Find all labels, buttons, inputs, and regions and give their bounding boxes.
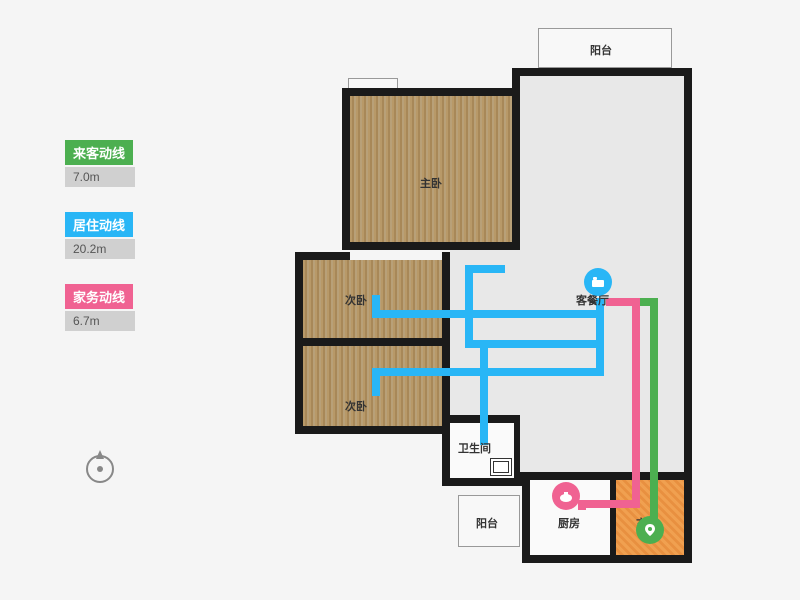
floorplan: 阳台 主卧 次卧 次卧 卫生间 客餐厅 厨房 阳台 玄关 <box>280 20 730 580</box>
wall <box>512 88 520 250</box>
wall <box>295 426 450 434</box>
kitchen-marker <box>552 482 580 518</box>
living-flow <box>465 265 473 345</box>
wall <box>684 68 692 480</box>
chore-flow <box>578 500 638 508</box>
wall <box>522 472 692 480</box>
secondary-bedroom-2-label: 次卧 <box>345 398 367 414</box>
master-bedroom-floor <box>350 96 512 242</box>
legend-value-guest: 7.0m <box>65 167 135 187</box>
balcony-bottom-label: 阳台 <box>476 515 498 531</box>
legend-label-living: 居住动线 <box>65 212 133 237</box>
chore-flow <box>632 298 640 508</box>
wall <box>295 252 350 260</box>
wall <box>684 472 692 562</box>
living-flow <box>480 340 488 445</box>
wall <box>342 242 520 250</box>
legend-label-guest: 来客动线 <box>65 140 133 165</box>
wall <box>442 478 522 486</box>
wall <box>342 88 350 250</box>
wall <box>512 68 692 76</box>
legend-item-guest: 来客动线 7.0m <box>65 140 135 187</box>
legend-item-living: 居住动线 20.2m <box>65 212 135 259</box>
legend-value-living: 20.2m <box>65 239 135 259</box>
legend: 来客动线 7.0m 居住动线 20.2m 家务动线 6.7m <box>65 140 135 356</box>
door-icon <box>490 458 512 476</box>
wall <box>342 88 520 96</box>
living-flow <box>372 368 380 396</box>
secondary-bedroom-1-label: 次卧 <box>345 292 367 308</box>
master-bedroom-label: 主卧 <box>420 175 442 191</box>
guest-flow <box>650 298 658 540</box>
balcony-top-label: 阳台 <box>590 42 612 58</box>
compass-icon <box>80 445 120 485</box>
wall <box>442 415 450 485</box>
living-flow <box>465 265 505 273</box>
wall <box>522 555 692 563</box>
wall <box>522 472 530 562</box>
living-flow <box>372 295 380 315</box>
wall <box>295 338 450 346</box>
entrance-marker <box>636 516 664 552</box>
legend-label-chore: 家务动线 <box>65 284 133 309</box>
bathroom-label: 卫生间 <box>458 440 491 456</box>
legend-item-chore: 家务动线 6.7m <box>65 284 135 331</box>
wall <box>512 68 520 96</box>
legend-value-chore: 6.7m <box>65 311 135 331</box>
wall <box>442 252 450 434</box>
bed-marker: .marker:nth-of-type(1) .marker-icon::aft… <box>584 268 612 304</box>
living-flow <box>372 310 602 318</box>
